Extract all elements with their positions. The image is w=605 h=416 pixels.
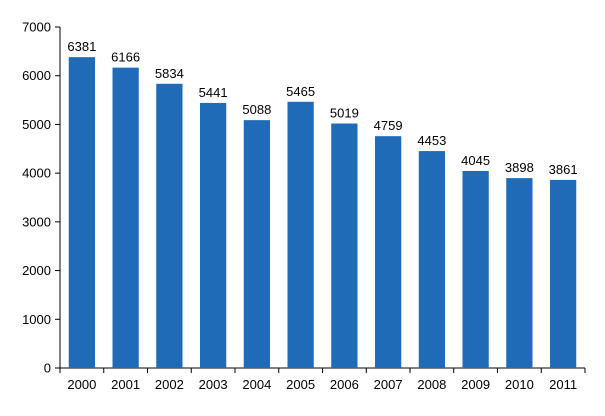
data-label-2003: 5441 xyxy=(199,85,228,100)
data-label-2000: 6381 xyxy=(67,39,96,54)
bar-2010 xyxy=(506,178,533,368)
x-tick-label-2010: 2010 xyxy=(505,377,534,392)
y-tick-label: 0 xyxy=(44,361,51,376)
bar-series xyxy=(68,57,577,369)
data-label-2006: 5019 xyxy=(330,106,359,121)
y-tick-label: 4000 xyxy=(22,166,51,181)
x-tick-label-2003: 2003 xyxy=(199,377,228,392)
y-tick-label: 6000 xyxy=(22,68,51,83)
data-label-2010: 3898 xyxy=(505,160,534,175)
data-label-2001: 6166 xyxy=(111,50,140,65)
x-tick-label-2011: 2011 xyxy=(549,377,577,392)
x-tick-label-2001: 2001 xyxy=(111,377,140,392)
bar-2008 xyxy=(418,151,445,368)
x-tick-label-2009: 2009 xyxy=(461,377,490,392)
y-tick-label: 7000 xyxy=(22,20,51,35)
y-tick-label: 2000 xyxy=(22,263,51,278)
bar-2003 xyxy=(200,102,227,369)
data-label-2011: 3861 xyxy=(549,162,578,177)
bar-2006 xyxy=(331,123,358,369)
y-tick-label: 3000 xyxy=(22,214,51,229)
x-axis: 2000 2001 2002 2003 2004 2005 2006 2007 2008 2009… xyxy=(59,367,586,392)
y-tick-label: 5000 xyxy=(22,117,51,132)
x-tick-label-2006: 2006 xyxy=(330,377,359,392)
data-labels: 6381 6166 5834 5441 5088 5465 5019 4759 4453 4045… xyxy=(67,39,577,177)
x-tick-label-2008: 2008 xyxy=(417,377,446,392)
bar-2011 xyxy=(550,179,577,368)
bar-2007 xyxy=(375,136,402,368)
data-label-2008: 4453 xyxy=(417,133,446,148)
data-label-2004: 5088 xyxy=(242,102,271,117)
bar-2000 xyxy=(68,57,95,368)
y-tick-label: 1000 xyxy=(22,312,51,327)
data-label-2007: 4759 xyxy=(374,118,403,133)
x-tick-label-2007: 2007 xyxy=(374,377,403,392)
x-tick-label-2004: 2004 xyxy=(242,377,271,392)
x-tick-label-2000: 2000 xyxy=(67,377,96,392)
bar-2005 xyxy=(287,101,314,368)
bar-2001 xyxy=(112,67,139,368)
y-axis: 0 1000 2000 3000 4000 5000 6000 7000 xyxy=(22,20,61,376)
bar-2009 xyxy=(462,170,489,368)
data-label-2005: 5465 xyxy=(286,84,315,99)
data-label-2009: 4045 xyxy=(461,153,490,168)
data-label-2002: 5834 xyxy=(155,66,184,81)
x-tick-label-2002: 2002 xyxy=(155,377,184,392)
bar-2002 xyxy=(156,83,183,369)
bar-2004 xyxy=(243,120,270,368)
x-tick-label-2005: 2005 xyxy=(286,377,315,392)
